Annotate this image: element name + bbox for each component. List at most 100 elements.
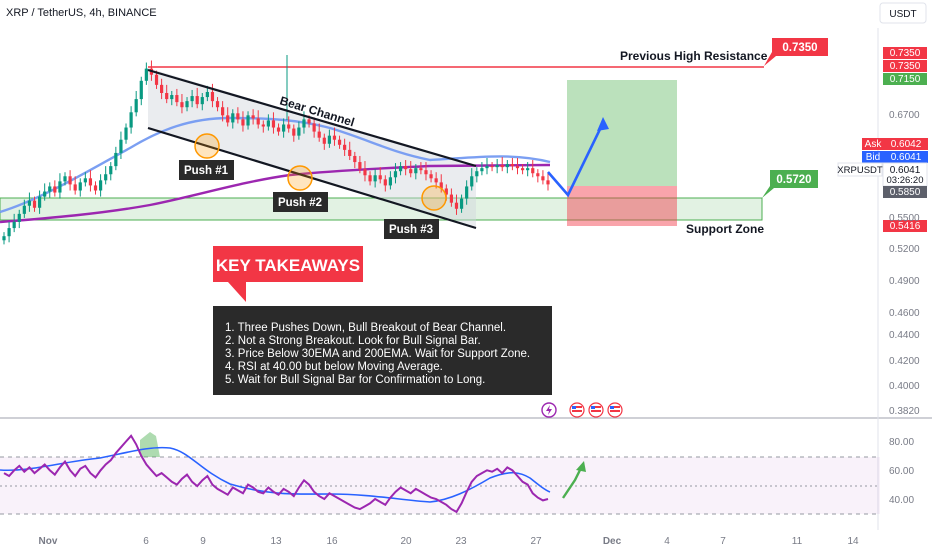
candle-body[interactable] (37, 196, 42, 208)
candle-body[interactable] (526, 168, 530, 171)
candle-body[interactable] (221, 107, 225, 116)
candle-body[interactable] (215, 101, 220, 108)
candle-body[interactable] (129, 112, 133, 128)
candle-body[interactable] (337, 139, 342, 145)
candle-body[interactable] (246, 115, 250, 126)
ema30-line[interactable] (0, 116, 551, 214)
candle-body[interactable] (22, 205, 26, 214)
candle-body[interactable] (332, 135, 337, 140)
push1-circle[interactable] (194, 133, 220, 159)
push2-circle[interactable] (287, 165, 313, 191)
currency-button[interactable]: USDT (879, 2, 927, 24)
candle-body[interactable] (104, 174, 108, 181)
candle-body[interactable] (160, 84, 164, 93)
candle-body[interactable] (317, 131, 321, 138)
candle-body[interactable] (180, 102, 184, 108)
candle-body[interactable] (424, 170, 428, 175)
candle-body[interactable] (327, 135, 331, 144)
candle-body[interactable] (358, 162, 362, 170)
stop-zone-rect[interactable] (567, 186, 677, 226)
candle-body[interactable] (282, 124, 286, 132)
candle-body[interactable] (93, 185, 98, 191)
support-value-tag[interactable]: 0.5720 (762, 170, 818, 198)
candle-body[interactable] (119, 139, 123, 153)
candle-body[interactable] (276, 127, 281, 132)
candle-body[interactable] (114, 152, 118, 167)
candle-body[interactable] (175, 95, 179, 103)
candle-body[interactable] (388, 177, 392, 186)
candle-body[interactable] (434, 178, 438, 183)
candle-body[interactable] (226, 115, 230, 123)
candle-body[interactable] (449, 194, 454, 203)
candle-body[interactable] (241, 119, 245, 126)
candle-body[interactable] (256, 118, 260, 125)
candle-body[interactable] (470, 176, 474, 187)
candle-body[interactable] (98, 180, 103, 191)
candle-body[interactable] (7, 228, 11, 237)
rsi-axis[interactable]: 80.00 60.00 40.00 (889, 437, 914, 506)
candle-body[interactable] (490, 166, 494, 168)
candle-body[interactable] (348, 149, 352, 156)
candle-body[interactable] (343, 144, 347, 150)
candle-body[interactable] (88, 178, 93, 186)
candle-body[interactable] (271, 120, 276, 128)
candle-body[interactable] (383, 179, 387, 186)
candle-body[interactable] (480, 168, 484, 172)
candle-body[interactable] (287, 124, 291, 129)
candle-body[interactable] (536, 173, 540, 177)
candle-body[interactable] (165, 93, 169, 100)
lightning-event-icon[interactable] (541, 402, 557, 418)
candle-body[interactable] (393, 171, 398, 178)
candle-body[interactable] (398, 166, 403, 172)
projection-arrow[interactable] (547, 122, 605, 198)
candle-body[interactable] (154, 74, 159, 85)
candle-body[interactable] (429, 174, 433, 179)
candle-body[interactable] (505, 164, 509, 168)
candle-body[interactable] (73, 184, 77, 191)
price-axis[interactable]: 0.6700 0.5500 0.5200 0.4900 0.4600 0.440… (889, 110, 920, 417)
candle-body[interactable] (353, 155, 357, 163)
candle-body[interactable] (465, 186, 469, 199)
candle-body[interactable] (185, 101, 189, 108)
candle-body[interactable] (170, 95, 174, 100)
candle-body[interactable] (48, 186, 52, 192)
candle-body[interactable] (231, 113, 235, 123)
candle-body[interactable] (210, 91, 215, 102)
candle-body[interactable] (43, 191, 47, 197)
candle-body[interactable] (2, 236, 6, 241)
candle-body[interactable] (200, 97, 204, 105)
candle-body[interactable] (144, 68, 148, 81)
candle-body[interactable] (190, 96, 194, 102)
candle-body[interactable] (485, 166, 489, 169)
candle-body[interactable] (63, 176, 67, 182)
date-axis[interactable]: Nov 6 9 13 16 20 23 27 Dec 4 7 11 14 (39, 536, 859, 547)
candle-body[interactable] (12, 221, 16, 229)
rsi-line[interactable] (3, 434, 549, 514)
candle-body[interactable] (27, 200, 32, 206)
candle-body[interactable] (541, 176, 545, 181)
candle-body[interactable] (53, 186, 57, 193)
candle-body[interactable] (251, 115, 255, 119)
candle-body[interactable] (134, 99, 138, 113)
candle-body[interactable] (495, 165, 499, 168)
candle-body[interactable] (500, 165, 504, 168)
candle-body[interactable] (444, 188, 448, 195)
candle-body[interactable] (302, 119, 306, 128)
candle-body[interactable] (373, 175, 377, 182)
us-flag-event-icon[interactable] (569, 402, 585, 418)
resistance-value-tag[interactable]: 0.7350 (764, 38, 828, 66)
us-flag-event-icon[interactable] (588, 402, 604, 418)
candle-body[interactable] (205, 91, 209, 98)
candle-body[interactable] (195, 96, 199, 105)
candle-body[interactable] (368, 175, 372, 182)
candle-body[interactable] (312, 123, 316, 132)
candle-body[interactable] (409, 169, 413, 174)
candle-body[interactable] (292, 128, 296, 136)
candle-body[interactable] (261, 124, 265, 127)
candle-body[interactable] (419, 168, 423, 171)
candle-body[interactable] (83, 178, 87, 183)
target-zone-rect[interactable] (567, 80, 677, 186)
candle-body[interactable] (475, 171, 479, 177)
candle-body[interactable] (17, 213, 21, 222)
candle-body[interactable] (378, 175, 382, 180)
